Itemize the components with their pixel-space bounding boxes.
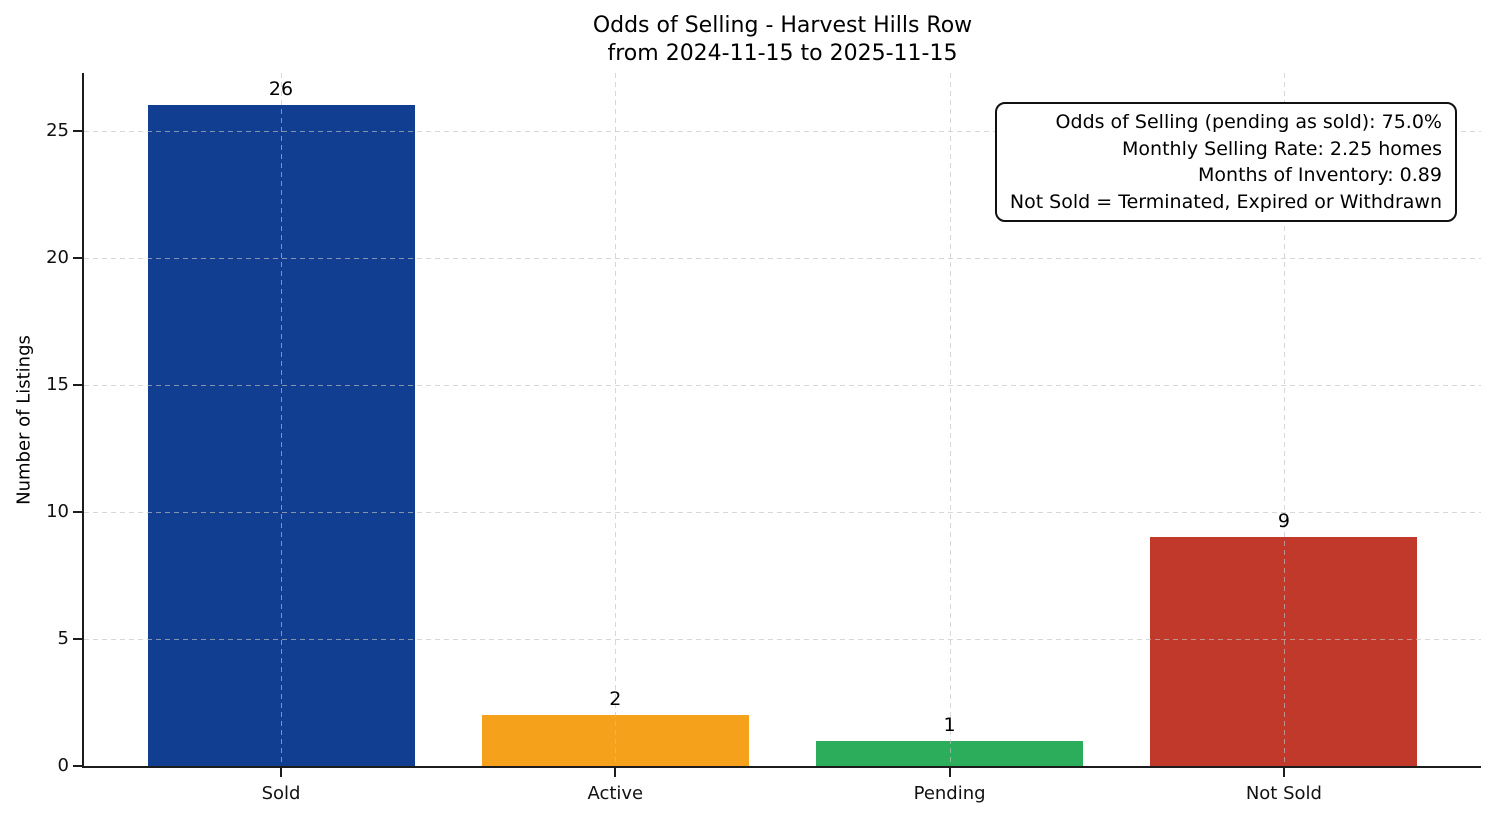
x-tick-label: Not Sold (1245, 783, 1322, 804)
chart-title-line1: Odds of Selling - Harvest Hills Row (592, 13, 973, 38)
y-gridline (84, 511, 1481, 513)
y-tick-mark (73, 637, 82, 640)
y-tick-mark (73, 129, 82, 132)
y-tick-mark (73, 510, 82, 513)
y-tick-label: 25 (46, 119, 69, 141)
y-gridline (84, 384, 1481, 386)
x-tick-mark (948, 768, 951, 777)
bar-value-label: 2 (609, 688, 622, 711)
x-gridline (615, 73, 617, 766)
y-gridline (84, 638, 1481, 640)
bar-value-label: 26 (268, 78, 294, 101)
y-tick-label: 0 (57, 755, 69, 776)
chart-title: Odds of Selling - Harvest Hills Row from… (84, 12, 1481, 68)
stat-odds-of-selling: Odds of Selling (pending as sold): 75.0% (1055, 111, 1442, 133)
y-axis-spine (82, 73, 84, 768)
x-gridline (281, 73, 282, 766)
x-gridline (949, 73, 951, 766)
x-tick-mark (280, 768, 282, 777)
y-tick-label: 15 (46, 373, 69, 395)
x-tick-label: Active (587, 783, 644, 804)
x-tick-mark (1282, 768, 1285, 777)
y-axis-label: Number of Listings (13, 335, 35, 505)
bar-value-label: 1 (943, 713, 956, 736)
chart-title-line2: from 2024-11-15 to 2025-11-15 (607, 41, 958, 66)
x-tick-mark (614, 768, 617, 777)
y-tick-mark (73, 383, 82, 386)
x-tick-label: Pending (913, 783, 986, 804)
stats-annotation-box: Odds of Selling (pending as sold): 75.0%… (994, 102, 1457, 222)
plot-area: 0 5 10 15 20 25 26 Sold 2 Active 1 Pending 9 Not Sold (46, 73, 1481, 804)
x-gridline (1283, 73, 1285, 766)
stat-not-sold-definition: Not Sold = Terminated, Expired or Withdr… (1009, 190, 1442, 213)
y-tick-label: 20 (46, 246, 69, 268)
y-tick-label: 5 (57, 627, 69, 649)
y-gridline (84, 257, 1481, 259)
x-axis-spine (82, 766, 1481, 768)
y-tick-label: 10 (46, 500, 69, 522)
y-gridline (84, 130, 1481, 132)
x-tick-label: Sold (261, 783, 301, 804)
y-tick-mark (73, 256, 82, 259)
bar-value-label: 9 (1277, 510, 1290, 533)
stat-months-of-inventory: Months of Inventory: 0.89 (1198, 164, 1442, 186)
stat-monthly-selling-rate: Monthly Selling Rate: 2.25 homes (1122, 137, 1442, 160)
y-tick-mark (73, 765, 82, 767)
